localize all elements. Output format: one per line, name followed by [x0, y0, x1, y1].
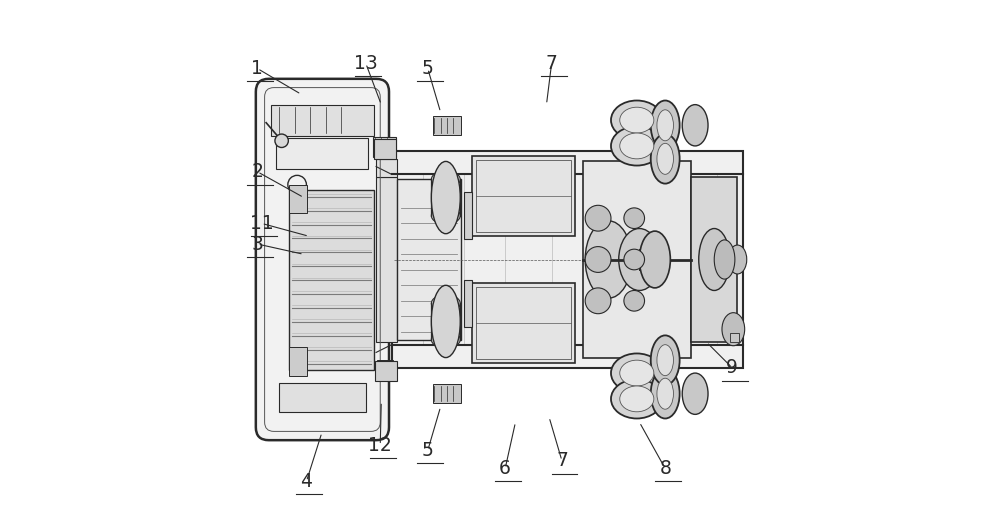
Ellipse shape	[585, 288, 611, 313]
Bar	[377, 138, 393, 159]
Bar	[464, 193, 472, 239]
Bar	[289, 190, 374, 371]
Ellipse shape	[619, 228, 660, 291]
Text: 7: 7	[546, 54, 558, 73]
Bar	[431, 180, 460, 215]
Ellipse shape	[611, 101, 663, 140]
Text: 6: 6	[499, 459, 511, 478]
Text: 5: 5	[422, 59, 434, 78]
Bar	[276, 138, 368, 169]
Text: 8: 8	[659, 459, 671, 478]
Ellipse shape	[620, 386, 654, 412]
Bar	[464, 280, 472, 326]
Ellipse shape	[611, 126, 663, 166]
Bar	[392, 151, 743, 368]
Ellipse shape	[624, 208, 645, 228]
Ellipse shape	[275, 134, 288, 147]
Text: 4: 4	[300, 472, 312, 491]
Bar	[373, 136, 396, 157]
Ellipse shape	[585, 221, 632, 298]
Ellipse shape	[624, 249, 645, 270]
Text: 12: 12	[368, 436, 392, 455]
Ellipse shape	[722, 312, 745, 346]
Ellipse shape	[611, 379, 663, 418]
Ellipse shape	[728, 245, 747, 274]
Ellipse shape	[624, 291, 645, 311]
Bar	[472, 156, 575, 236]
Text: 9: 9	[726, 359, 738, 377]
Ellipse shape	[657, 345, 673, 376]
Bar	[375, 361, 397, 381]
Bar	[691, 177, 737, 342]
Bar	[376, 159, 397, 177]
Ellipse shape	[431, 285, 460, 358]
Ellipse shape	[651, 335, 680, 385]
Ellipse shape	[657, 378, 673, 409]
Ellipse shape	[651, 369, 680, 418]
Ellipse shape	[611, 353, 663, 393]
Ellipse shape	[714, 240, 735, 279]
Ellipse shape	[431, 331, 460, 348]
Ellipse shape	[657, 143, 673, 174]
Ellipse shape	[620, 360, 654, 386]
Ellipse shape	[682, 373, 708, 414]
Ellipse shape	[585, 247, 611, 272]
Bar	[377, 360, 393, 381]
Bar	[583, 161, 691, 358]
Ellipse shape	[699, 228, 730, 291]
Ellipse shape	[657, 110, 673, 141]
Bar	[433, 385, 461, 403]
Bar	[476, 287, 571, 359]
Ellipse shape	[431, 161, 460, 234]
Text: 5: 5	[422, 441, 434, 460]
Bar	[271, 105, 374, 135]
Ellipse shape	[431, 171, 460, 188]
Ellipse shape	[585, 206, 611, 231]
Ellipse shape	[651, 101, 680, 150]
Ellipse shape	[682, 105, 708, 146]
Ellipse shape	[620, 133, 654, 159]
Text: 7: 7	[556, 452, 568, 470]
Bar	[397, 180, 461, 339]
Bar	[279, 384, 366, 412]
Ellipse shape	[431, 295, 460, 312]
Bar	[433, 116, 461, 134]
Ellipse shape	[431, 207, 460, 224]
Text: 1: 1	[251, 59, 263, 78]
Bar	[730, 333, 739, 342]
Bar	[374, 139, 396, 159]
Ellipse shape	[620, 107, 654, 133]
Bar	[289, 347, 307, 376]
Bar	[472, 283, 575, 363]
Ellipse shape	[639, 231, 670, 288]
Bar	[289, 185, 307, 213]
Bar	[376, 177, 397, 342]
Bar	[431, 304, 460, 339]
Bar	[476, 160, 571, 232]
FancyBboxPatch shape	[256, 79, 389, 440]
Text: 2: 2	[251, 162, 263, 181]
Text: 11: 11	[250, 214, 273, 233]
Text: 13: 13	[354, 54, 378, 73]
Text: 3: 3	[251, 235, 263, 253]
Ellipse shape	[651, 134, 680, 184]
